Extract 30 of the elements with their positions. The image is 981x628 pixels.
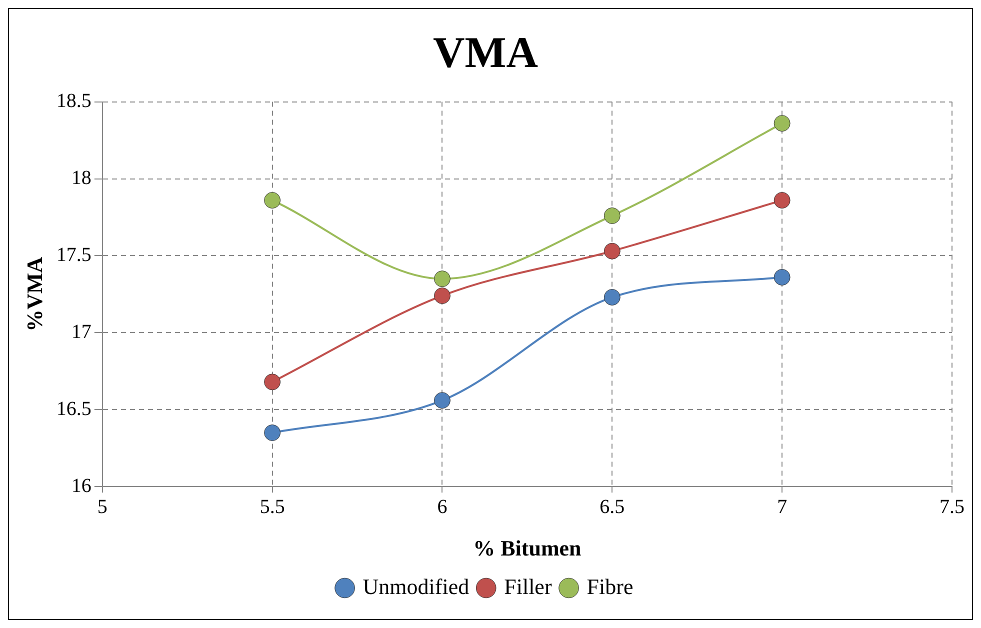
point [774,192,790,209]
point [434,287,450,304]
x-tick-label: 5.5 [260,496,285,518]
y-tick-label: 18 [71,167,92,190]
y-tick-label: 16 [71,474,92,497]
x-tick-label: 6.5 [600,496,625,518]
x-tick-label: 7.5 [940,496,964,518]
legend-label: Filler [504,574,552,599]
point [774,115,790,132]
point [434,270,450,288]
point [264,424,281,441]
x-tick-label: 6 [437,496,448,518]
legend-label: Fibre [586,574,634,599]
x-tick-label: 5 [97,496,108,518]
chart-title: VMA [432,28,538,77]
point [434,392,450,409]
x-axis-title: % Bitumen [473,535,582,560]
y-tick-label: 17.5 [56,244,92,266]
x-tick-label: 7 [777,496,788,518]
point [264,374,281,390]
y-tick-label: 17 [71,320,92,343]
legend-label: Unmodified [362,574,470,599]
point [604,289,620,306]
y-tick-label: 16.5 [56,398,92,420]
point [604,207,620,224]
point [774,269,790,286]
point [604,242,620,260]
point [264,192,281,209]
y-tick-label: 18.5 [56,90,92,112]
y-axis-title: %VMA [22,256,47,332]
